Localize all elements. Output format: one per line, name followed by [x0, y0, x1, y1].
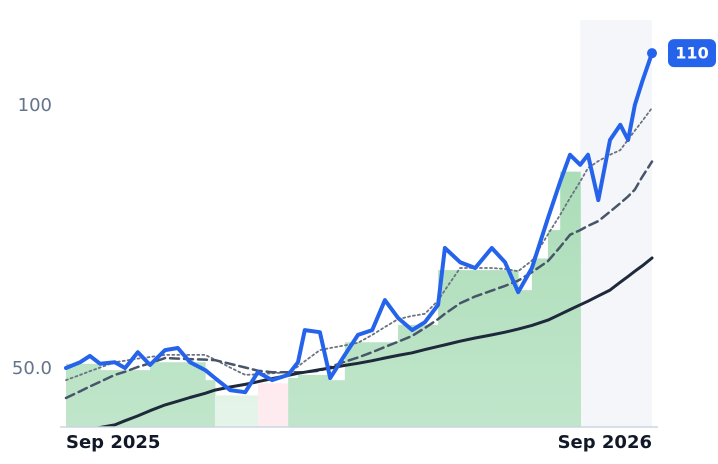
- last-value-label: 110: [675, 44, 708, 63]
- y-tick-label: 50.0: [12, 358, 52, 379]
- series-line: [93, 256, 654, 427]
- series-line: [64, 51, 654, 395]
- bar-layer: [66, 20, 581, 427]
- last-value-badge: [668, 39, 716, 68]
- x-tick-label: Sep 2025: [66, 432, 160, 453]
- x-tick-label: Sep 2026: [558, 432, 652, 453]
- series-line: [64, 160, 654, 400]
- y-tick-label: 100: [18, 95, 52, 116]
- bar-fade: [66, 20, 581, 427]
- line-layer: [64, 51, 654, 427]
- axis-layer: 110 50.0 100 Sep 2025 Sep 2026: [12, 39, 716, 453]
- last-point: [647, 48, 657, 59]
- series-line: [65, 107, 653, 381]
